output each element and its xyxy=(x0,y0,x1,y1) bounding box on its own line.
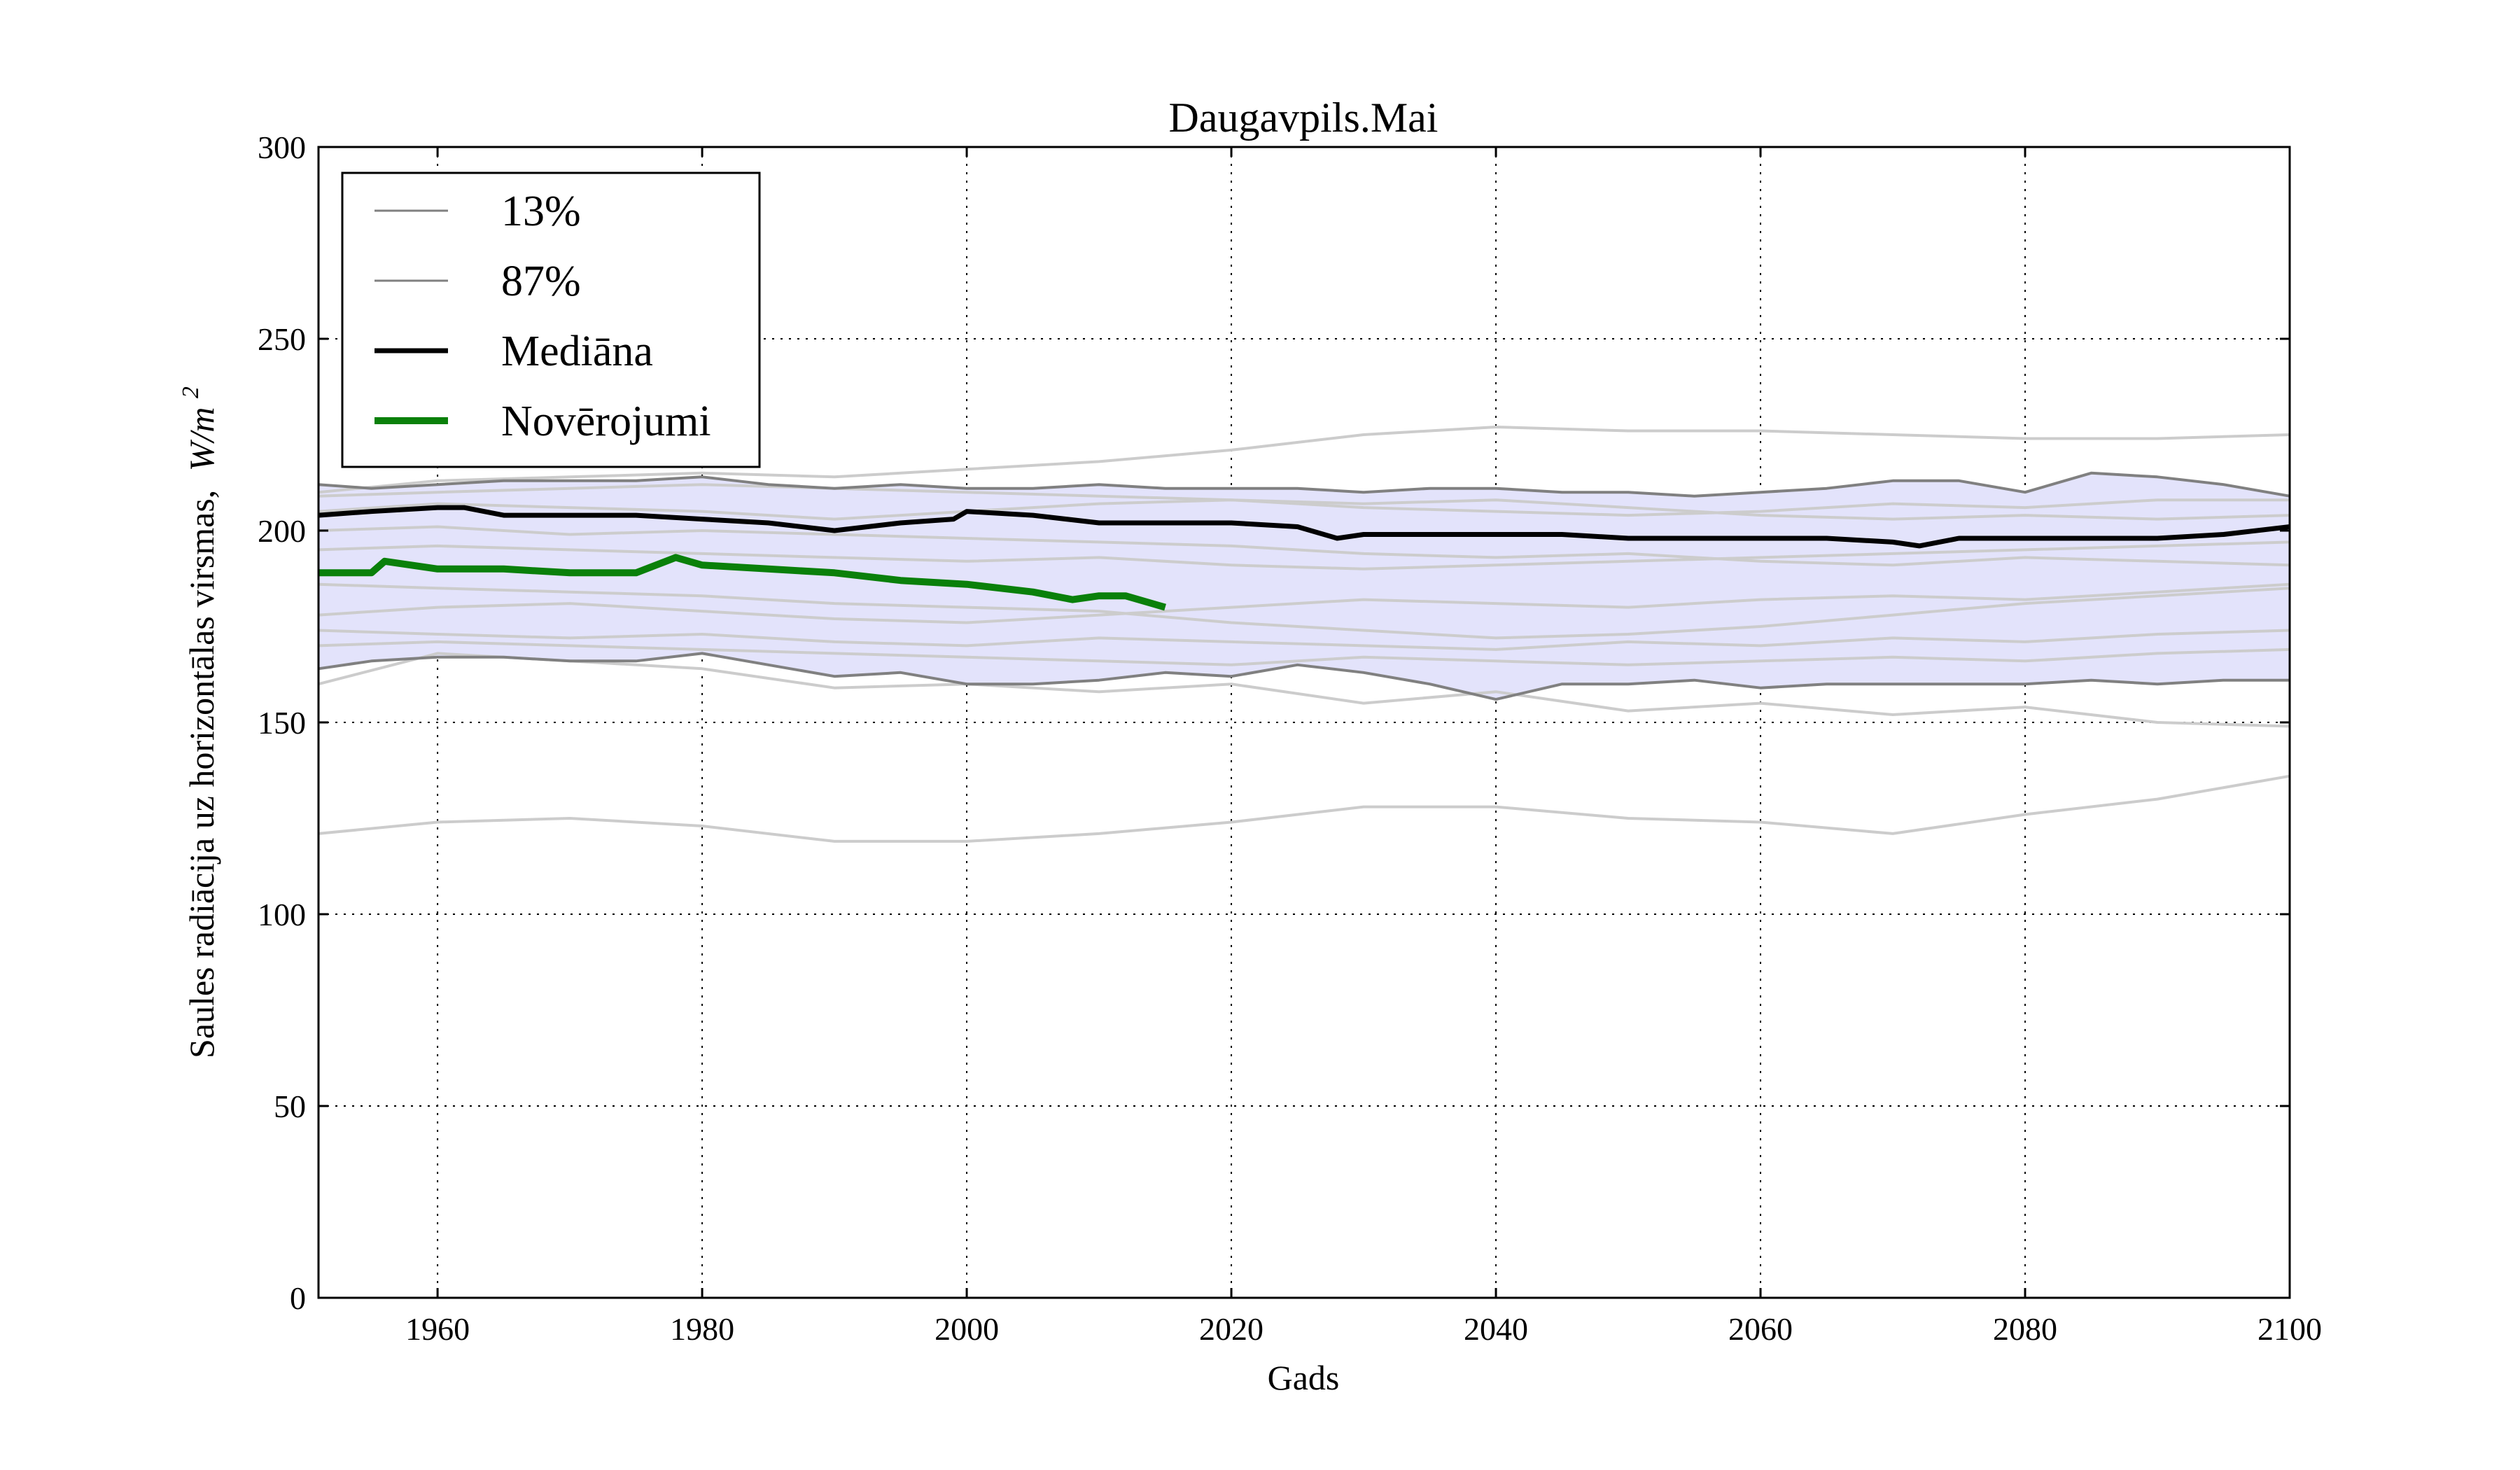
ensemble-9-line xyxy=(318,483,2290,521)
percentile-87-line xyxy=(318,471,2290,498)
legend-label-observations: Novērojumi xyxy=(501,398,711,445)
ensemble-1-line xyxy=(318,774,2290,843)
legend-label-87: 87% xyxy=(501,258,581,305)
x-tick-label-1980: 1980 xyxy=(670,1311,734,1347)
y-tick-label-0: 0 xyxy=(290,1280,306,1316)
y-axis-label-text: Saules radiācija uz horizontālas virsmas… xyxy=(182,490,221,1058)
legend: 13% 87% Mediāna Novērojumi xyxy=(341,172,761,468)
axis-ticks: 1960 1980 2000 2020 2040 2060 2080 2100 0 50 100 15… xyxy=(258,130,2322,1347)
chart-title: Daugavpils.Mai xyxy=(1169,94,1438,141)
series-lines xyxy=(318,426,2290,843)
ensemble-11-line xyxy=(318,629,2290,651)
median-line xyxy=(318,505,2290,549)
y-tick-label-150: 150 xyxy=(258,705,306,741)
x-tick-label-2000: 2000 xyxy=(934,1311,999,1347)
y-tick-label-300: 300 xyxy=(258,130,306,165)
y-tick-label-100: 100 xyxy=(258,897,306,932)
x-tick-label-2080: 2080 xyxy=(1993,1311,2057,1347)
x-tick-label-2040: 2040 xyxy=(1464,1311,1528,1347)
x-tick-label-2100: 2100 xyxy=(2258,1311,2322,1347)
legend-label-13: 13% xyxy=(501,188,581,235)
ensemble-4-line xyxy=(318,582,2290,640)
y-axis-label-unit-exponent: 2 xyxy=(178,386,204,398)
y-tick-label-50: 50 xyxy=(274,1088,306,1124)
y-tick-label-250: 250 xyxy=(258,321,306,357)
ensemble-10-line xyxy=(318,525,2290,567)
ensemble-5-line xyxy=(318,498,2290,521)
ensemble-8-line xyxy=(318,582,2290,624)
x-axis-label: Gads xyxy=(1268,1358,1340,1397)
y-axis-label-unit: W/m xyxy=(182,407,221,472)
x-tick-label-2060: 2060 xyxy=(1728,1311,1793,1347)
ensemble-2-line xyxy=(318,426,2290,494)
ensemble-7-line xyxy=(318,540,2290,570)
x-tick-label-1960: 1960 xyxy=(405,1311,470,1347)
ensemble-6-line xyxy=(318,640,2290,666)
percentile-13-line xyxy=(318,652,2290,701)
ensemble-3-line xyxy=(318,652,2290,728)
x-tick-label-2020: 2020 xyxy=(1199,1311,1264,1347)
y-axis-label: Saules radiācija uz horizontālas virsmas… xyxy=(178,386,221,1058)
y-tick-label-200: 200 xyxy=(258,513,306,549)
observations-line xyxy=(318,554,1166,611)
legend-label-median: Mediāna xyxy=(501,328,653,375)
